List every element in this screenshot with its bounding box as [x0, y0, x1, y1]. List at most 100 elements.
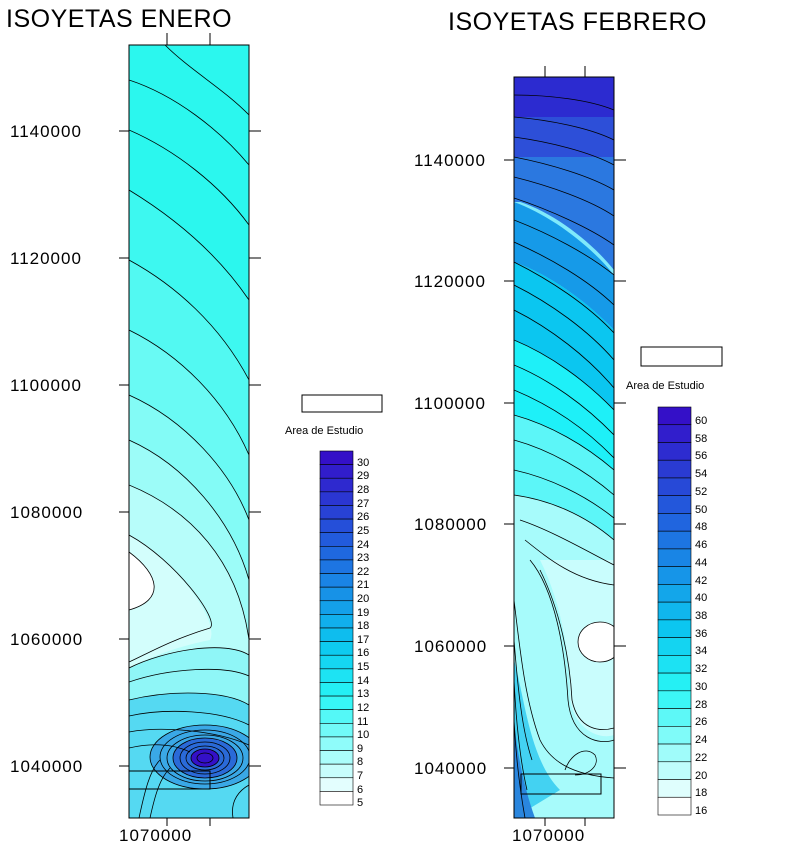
- legend-level-label: 19: [357, 606, 370, 619]
- legend-swatch: [657, 548, 692, 567]
- study-area-swatch: [301, 394, 383, 413]
- legend-level-label: 9: [357, 742, 364, 755]
- legend-swatch: [657, 708, 692, 727]
- legend-level-label: 25: [357, 524, 370, 537]
- legend-level-label: 48: [695, 521, 708, 534]
- legend-swatch: [319, 518, 354, 533]
- legend-level-label: 6: [357, 783, 364, 796]
- legend-level-label: 26: [695, 716, 708, 729]
- legend-swatch: [657, 601, 692, 621]
- legend-level-label: 20: [695, 769, 708, 782]
- legend-level-label: 46: [695, 539, 708, 552]
- legend-swatch: [319, 641, 354, 656]
- legend-swatch: [319, 450, 354, 465]
- legend-swatch: [319, 614, 354, 629]
- legend-swatch: [319, 627, 354, 642]
- legend-level-label: 28: [357, 484, 370, 497]
- legend-level-label: 14: [357, 674, 370, 687]
- legend-enero: [319, 450, 354, 806]
- legend-level-label: 54: [695, 468, 708, 481]
- map-enero-contours: [129, 45, 249, 818]
- legend-level-label: 7: [357, 769, 364, 782]
- legend-swatch: [319, 464, 354, 479]
- legend-level-label: 29: [357, 470, 370, 483]
- legend-level-label: 50: [695, 503, 708, 516]
- legend-swatch: [319, 532, 354, 547]
- legend-level-label: 22: [695, 751, 708, 764]
- legend-swatch: [657, 530, 692, 550]
- y-tick-label: 1140000: [414, 151, 486, 170]
- legend-swatch: [657, 796, 692, 816]
- study-area-swatch: [640, 346, 723, 367]
- legend-swatch: [657, 513, 692, 532]
- legend-swatch: [657, 406, 692, 426]
- legend-swatch: [319, 505, 354, 520]
- legend-level-label: 11: [357, 715, 369, 728]
- legend-level-label: 23: [357, 552, 370, 565]
- legend-level-label: 58: [695, 432, 708, 445]
- y-tick-label: 1060000: [10, 630, 84, 649]
- legend-febrero: [657, 406, 692, 816]
- legend-level-label: 18: [695, 787, 708, 800]
- map-title-febrero: ISOYETAS FEBRERO: [448, 8, 707, 36]
- legend-swatch: [319, 763, 354, 779]
- y-tick-label: 1120000: [414, 272, 486, 291]
- legend-swatch: [319, 695, 354, 710]
- legend-swatch: [657, 672, 692, 692]
- legend-level-label: 34: [695, 645, 708, 658]
- y-tick-label: 1080000: [10, 503, 84, 522]
- legend-swatch: [657, 726, 692, 745]
- legend-level-label: 13: [357, 688, 370, 701]
- y-tick-label: 1060000: [414, 637, 488, 656]
- legend-level-label: 36: [695, 627, 708, 640]
- legend-caption: Area de Estudio: [626, 380, 705, 392]
- legend-swatch: [657, 743, 692, 763]
- legend-swatch: [319, 477, 354, 493]
- legend-level-label: 15: [357, 661, 370, 674]
- legend-level-label: 38: [695, 610, 708, 622]
- legend-swatch: [319, 668, 354, 683]
- legend-swatch: [657, 637, 692, 656]
- legend-swatch: [319, 682, 354, 697]
- legend-swatch: [657, 495, 692, 514]
- legend-swatch: [657, 655, 692, 674]
- y-tick-label: 1140000: [10, 122, 82, 141]
- legend-swatch: [657, 761, 692, 780]
- legend-level-label: 17: [357, 633, 370, 646]
- legend-caption: Area de Estudio: [285, 425, 364, 437]
- legend-level-label: 12: [357, 701, 370, 714]
- legend-swatch: [657, 566, 692, 585]
- y-tick-label: 1100000: [414, 394, 486, 413]
- legend-swatch: [319, 600, 354, 615]
- legend-level-label: 16: [695, 805, 708, 818]
- legend-swatch: [319, 573, 354, 588]
- legend-swatch: [657, 690, 692, 709]
- legend-swatch: [657, 442, 692, 461]
- legend-swatch: [319, 777, 354, 792]
- axis-ticks: [119, 33, 261, 826]
- map-febrero-contours: [514, 77, 614, 818]
- legend-swatch: [657, 584, 692, 603]
- legend-swatch: [319, 736, 354, 751]
- legend-level-label: 42: [695, 574, 708, 587]
- legend-swatch: [319, 723, 354, 738]
- legend-swatch: [319, 546, 354, 561]
- legend-swatch: [319, 709, 354, 724]
- legend-level-label: 10: [357, 729, 370, 742]
- legend-swatch: [319, 491, 354, 506]
- legend-level-label: 30: [357, 456, 370, 469]
- x-tick-label: 1070000: [512, 826, 586, 845]
- legend-level-label: 28: [695, 698, 708, 711]
- legend-level-label: 30: [695, 680, 708, 693]
- legend-level-label: 24: [695, 734, 708, 747]
- legend-level-label: 44: [695, 556, 708, 569]
- legend-swatch: [319, 791, 354, 806]
- legend-swatch: [657, 459, 692, 479]
- legend-swatch: [657, 424, 692, 443]
- map-title-enero: ISOYETAS ENERO: [6, 5, 233, 33]
- legend-swatch: [657, 477, 692, 496]
- y-tick-label: 1100000: [10, 376, 82, 395]
- legend-level-label: 22: [357, 565, 370, 578]
- axis-ticks: [504, 66, 626, 826]
